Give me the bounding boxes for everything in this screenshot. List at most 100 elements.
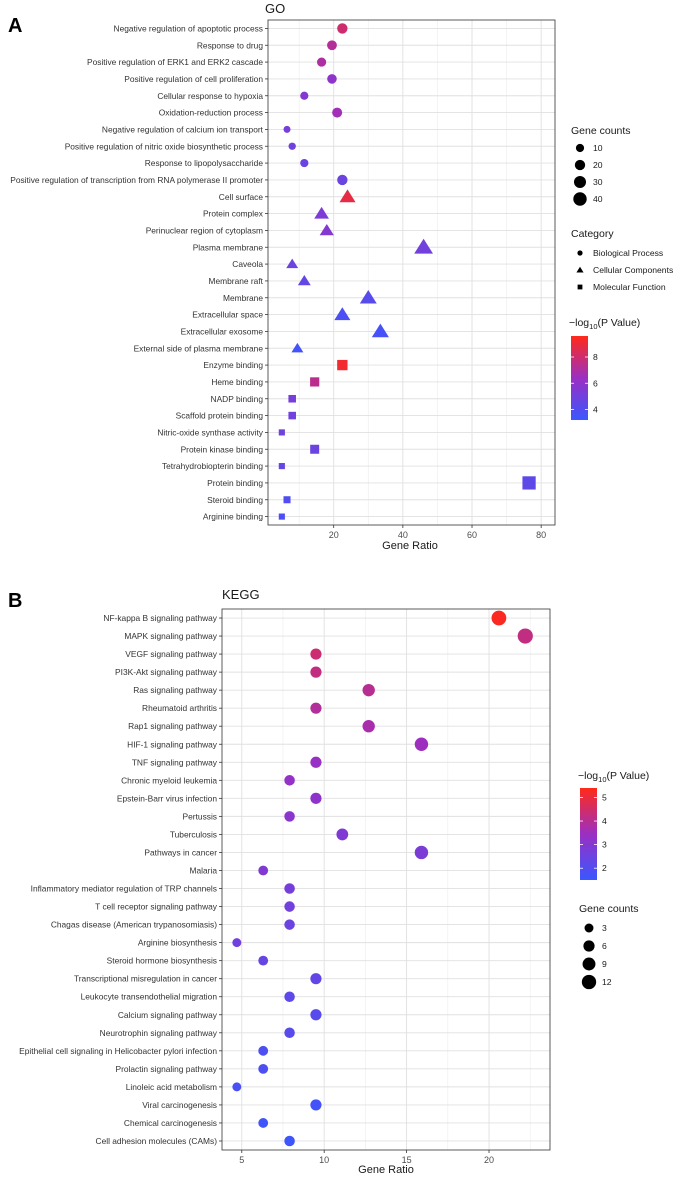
go-category-legend-marker: [576, 266, 584, 273]
point-prolactin-signaling-pathway: [258, 1063, 269, 1074]
point-plasma-membrane: [414, 238, 433, 254]
point-pathways-in-cancer: [414, 845, 429, 860]
point-positive-regulation-of-erk1-and-erk2-cascade: [317, 57, 327, 67]
y-label-plasma-membrane: Plasma membrane: [193, 242, 264, 252]
y-label-nf-kappa-b-signaling-pathway: NF-kappa B signaling pathway: [103, 613, 217, 623]
go-colorbar-tick-label: 6: [593, 378, 598, 388]
y-label-vegf-signaling-pathway: VEGF signaling pathway: [125, 649, 218, 659]
point-malaria: [258, 865, 269, 876]
kegg-size-legend-dot: [584, 923, 594, 933]
point-cellular-response-to-hypoxia: [300, 91, 309, 100]
point-cell-surface: [339, 189, 356, 203]
kegg-colorbar-tick-label: 3: [602, 840, 607, 850]
point-positive-regulation-of-transcription-from-rna-polymerase-ii-promoter: [337, 174, 348, 186]
y-label-hif-1-signaling-pathway: HIF-1 signaling pathway: [127, 739, 218, 749]
y-label-positive-regulation-of-transcription-from-rna-polymerase-ii-promoter: Positive regulation of transcription fro…: [10, 175, 263, 185]
go-panel: A GO 20 40 60 80 Negative regulation of apop…: [8, 1, 673, 552]
go-size-legend-label: 40: [593, 194, 603, 204]
y-label-leukocyte-transendothelial-migration: Leukocyte transendothelial migration: [81, 992, 218, 1002]
x-tick-label: 10: [319, 1155, 329, 1165]
point-linoleic-acid-metabolism: [232, 1082, 242, 1092]
point-nadp-binding: [288, 394, 296, 403]
go-colorbar-tick-label: 4: [593, 405, 598, 415]
kegg-size-legend-dot: [581, 974, 597, 990]
y-label-scaffold-protein-binding: Scaffold protein binding: [176, 411, 264, 421]
kegg-colorbar-tick-label: 2: [602, 863, 607, 873]
y-label-steroid-binding: Steroid binding: [207, 495, 263, 505]
kegg-size-legend-dot: [582, 957, 596, 971]
y-label-caveola: Caveola: [232, 259, 263, 269]
point-membrane: [359, 290, 377, 304]
point-caveola: [286, 258, 299, 269]
point-tnf-signaling-pathway: [310, 756, 322, 768]
point-negative-regulation-of-calcium-ion-transport: [283, 125, 291, 133]
y-label-epithelial-cell-signaling-in-helicobacter-pylori-infection: Epithelial cell signaling in Helicobacte…: [19, 1046, 217, 1056]
point-epithelial-cell-signaling-in-helicobacter-pylori-infection: [258, 1045, 269, 1056]
point-oxidation-reduction-process: [332, 107, 343, 118]
kegg-chart-title: KEGG: [222, 587, 260, 602]
point-t-cell-receptor-signaling-pathway: [284, 901, 295, 912]
point-protein-binding: [522, 476, 536, 490]
y-label-cellular-response-to-hypoxia: Cellular response to hypoxia: [157, 91, 263, 101]
point-tetrahydrobiopterin-binding: [278, 463, 285, 470]
y-label-rap1-signaling-pathway: Rap1 signaling pathway: [128, 721, 218, 731]
point-arginine-biosynthesis: [232, 938, 242, 948]
y-label-negative-regulation-of-calcium-ion-transport: Negative regulation of calcium ion trans…: [102, 124, 264, 134]
kegg-colorbar: [580, 788, 597, 880]
y-label-positive-regulation-of-nitric-oxide-biosynthetic-process: Positive regulation of nitric oxide bios…: [65, 141, 263, 151]
y-label-heme-binding: Heme binding: [211, 377, 263, 387]
point-perinuclear-region-of-cytoplasm: [319, 223, 334, 236]
y-label-linoleic-acid-metabolism: Linoleic acid metabolism: [126, 1082, 217, 1092]
y-label-protein-kinase-binding: Protein kinase binding: [181, 444, 264, 454]
y-label-cell-adhesion-molecules-cams: Cell adhesion molecules (CAMs): [96, 1136, 218, 1146]
panel-a-letter: A: [8, 15, 22, 37]
point-epstein-barr-virus-infection: [310, 792, 322, 804]
go-category-legend-label: Biological Process: [593, 248, 663, 258]
point-hif-1-signaling-pathway: [414, 737, 429, 751]
y-label-membrane-raft: Membrane raft: [209, 276, 264, 286]
point-positive-regulation-of-cell-proliferation: [327, 74, 337, 84]
y-label-prolactin-signaling-pathway: Prolactin signaling pathway: [116, 1064, 218, 1074]
y-label-response-to-drug: Response to drug: [197, 40, 263, 50]
panel-b-letter: B: [8, 590, 22, 612]
go-category-legend-marker: [577, 250, 583, 256]
y-label-inflammatory-mediator-regulation-of-trp-channels: Inflammatory mediator regulation of TRP …: [31, 884, 217, 894]
y-label-pi3k-akt-signaling-pathway: PI3K-Akt signaling pathway: [115, 667, 218, 677]
y-label-protein-complex: Protein complex: [203, 209, 264, 219]
point-ras-signaling-pathway: [362, 683, 375, 697]
kegg-colorbar-tick-label: 5: [602, 792, 607, 802]
y-label-positive-regulation-of-cell-proliferation: Positive regulation of cell proliferatio…: [124, 74, 263, 84]
y-label-mapk-signaling-pathway: MAPK signaling pathway: [124, 631, 217, 641]
y-label-arginine-biosynthesis: Arginine biosynthesis: [138, 938, 217, 948]
x-tick-label: 60: [467, 530, 477, 540]
y-label-pertussis: Pertussis: [183, 811, 217, 821]
kegg-legends: −log10(P Value) 2 3 4 5 Gene counts 3 6 9 12: [578, 770, 649, 990]
point-arginine-binding: [278, 513, 285, 520]
y-label-positive-regulation-of-erk1-and-erk2-cascade: Positive regulation of ERK1 and ERK2 cas…: [87, 57, 263, 67]
go-size-legend-label: 10: [593, 143, 603, 153]
point-response-to-lipopolysaccharide: [300, 158, 309, 168]
point-leukocyte-transendothelial-migration: [284, 991, 295, 1002]
point-pertussis: [284, 811, 295, 822]
point-tuberculosis: [336, 828, 349, 841]
y-label-perinuclear-region-of-cytoplasm: Perinuclear region of cytoplasm: [146, 225, 263, 235]
point-nf-kappa-b-signaling-pathway: [491, 610, 507, 626]
point-negative-regulation-of-apoptotic-process: [337, 23, 348, 34]
y-label-response-to-lipopolysaccharide: Response to lipopolysaccharide: [145, 158, 264, 168]
point-enzyme-binding: [337, 359, 348, 371]
kegg-size-legend-label: 3: [602, 923, 607, 933]
point-steroid-hormone-biosynthesis: [258, 955, 269, 966]
kegg-size-legend-dot: [583, 940, 595, 952]
kegg-size-legend-title: Gene counts: [579, 903, 639, 915]
y-label-ras-signaling-pathway: Ras signaling pathway: [133, 685, 218, 695]
y-label-external-side-of-plasma-membrane: External side of plasma membrane: [134, 343, 264, 353]
point-viral-carcinogenesis: [310, 1099, 322, 1111]
y-label-tetrahydrobiopterin-binding: Tetrahydrobiopterin binding: [162, 461, 263, 471]
x-tick-label: 5: [239, 1155, 244, 1165]
y-label-viral-carcinogenesis: Viral carcinogenesis: [142, 1100, 217, 1110]
y-label-tnf-signaling-pathway: TNF signaling pathway: [132, 757, 218, 767]
kegg-plot-area: 5 10 15 20 NF-kappa B signaling pathway MAPK …: [19, 608, 551, 1165]
x-tick-label: 20: [329, 530, 339, 540]
point-chagas-disease-american-trypanosomiasis: [284, 919, 295, 930]
x-tick-label: 15: [402, 1155, 412, 1165]
